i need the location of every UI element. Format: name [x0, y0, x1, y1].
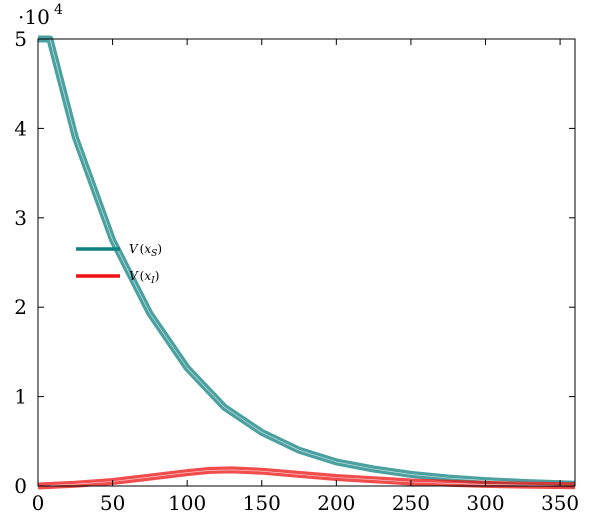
x-tick-label: 150 — [243, 491, 281, 515]
legend-label: V (xI) — [129, 269, 159, 286]
x-tick-label: 350 — [541, 491, 579, 515]
series-line-strand — [37, 469, 576, 487]
series-line-strand — [38, 38, 576, 485]
x-tick-label: 50 — [100, 491, 125, 515]
y-tick-label: 3 — [14, 206, 27, 230]
y-multiplier-base: ·10 — [18, 5, 50, 29]
y-tick-label: 4 — [14, 116, 27, 140]
legend-label: V (xS) — [129, 242, 162, 259]
x-tick-label: 100 — [168, 491, 206, 515]
x-tick-label: 250 — [392, 491, 430, 515]
series-line — [38, 35, 576, 488]
y-axis: 0 1 2 3 4 5 — [14, 27, 575, 498]
x-axis: 0 50 100 150 200 250 300 350 — [32, 39, 579, 515]
series-1 — [37, 35, 576, 488]
y-axis-multiplier: ·10 4 — [18, 2, 63, 29]
plot-series — [37, 35, 576, 490]
y-tick-label: 5 — [14, 27, 27, 51]
legend-item: V (xI) — [76, 269, 159, 286]
x-tick-label: 300 — [466, 491, 504, 515]
y-tick-label: 1 — [14, 385, 27, 409]
x-tick-label: 0 — [32, 491, 45, 515]
y-multiplier-exponent: 4 — [54, 2, 63, 18]
legend-item: V (xS) — [76, 242, 162, 259]
y-tick-label: 0 — [14, 474, 27, 498]
x-tick-label: 200 — [317, 491, 355, 515]
y-tick-label: 2 — [14, 295, 27, 319]
legend: V (xS) V (xI) — [76, 242, 162, 286]
plot-frame — [37, 38, 576, 487]
